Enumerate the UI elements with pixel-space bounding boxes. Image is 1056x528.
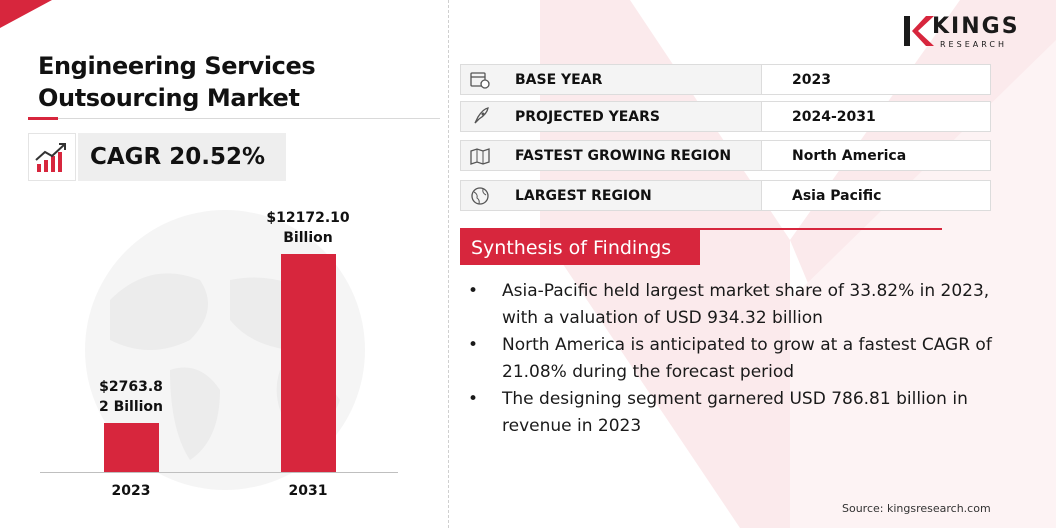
x-tick-label-2031: 2031 (288, 483, 328, 499)
data-label-line: $2763.8 (99, 379, 163, 395)
data-label-line: Billion (283, 230, 333, 246)
kings-research-logo (904, 16, 934, 46)
info-value-projected-years: 2024-2031 (792, 109, 876, 125)
cagr-badge: CAGR 20.52% (78, 133, 286, 181)
section-divider (448, 0, 449, 528)
title-line-2: Outsourcing Market (38, 84, 300, 112)
x-axis-line (40, 472, 398, 473)
info-row-largest-region: LARGEST REGION Asia Pacific (460, 180, 991, 211)
title-underline-accent (28, 117, 58, 120)
title-line-1: Engineering Services (38, 52, 316, 80)
logo-subtitle: RESEARCH (940, 40, 1007, 49)
finding-item: The designing segment garnered USD 786.8… (468, 386, 1028, 440)
data-label-2031: $12172.10 Billion (248, 208, 368, 248)
info-label-projected-years: PROJECTED YEARS (515, 109, 660, 125)
calendar-icon (470, 72, 490, 89)
synthesis-heading: Synthesis of Findings (460, 230, 700, 265)
synthesis-divider (460, 228, 942, 230)
globe-icon (471, 187, 489, 205)
info-label-base-year: BASE YEAR (515, 72, 603, 88)
finding-item: Asia-Pacific held largest market share o… (468, 278, 1028, 332)
info-value-base-year: 2023 (792, 72, 831, 88)
info-value-box: 2024-2031 (761, 101, 991, 132)
info-row-projected-years: PROJECTED YEARS 2024-2031 (460, 101, 991, 132)
info-row-base-year: BASE YEAR 2023 (460, 64, 991, 95)
data-label-2023: $2763.8 2 Billion (71, 377, 191, 417)
map-icon (470, 148, 490, 165)
bar-2023 (103, 423, 159, 472)
finding-item: North America is anticipated to grow at … (468, 332, 1028, 386)
info-value-box: North America (761, 140, 991, 171)
bar-2031 (280, 254, 336, 472)
source-note: Source: kingsresearch.com (842, 502, 991, 515)
info-row-fastest-growing-region: FASTEST GROWING REGION North America (460, 140, 991, 171)
growth-chart-icon (28, 133, 76, 181)
corner-decoration-top-left (0, 0, 52, 28)
info-value-box: 2023 (761, 64, 991, 95)
page-title: Engineering Services Outsourcing Market (38, 50, 316, 114)
rocket-icon (474, 107, 489, 124)
title-underline (28, 118, 440, 119)
findings-list: Asia-Pacific held largest market share o… (468, 278, 1028, 440)
info-value-fastest-growing-region: North America (792, 148, 907, 164)
info-value-box: Asia Pacific (761, 180, 991, 211)
info-value-largest-region: Asia Pacific (792, 188, 882, 204)
data-label-line: 2 Billion (98, 399, 164, 415)
logo-name: KINGS (932, 14, 1020, 39)
x-tick-label-2023: 2023 (111, 483, 151, 499)
info-label-fastest-growing-region: FASTEST GROWING REGION (515, 148, 732, 164)
info-label-largest-region: LARGEST REGION (515, 188, 652, 204)
data-label-line: $12172.10 (266, 210, 350, 226)
